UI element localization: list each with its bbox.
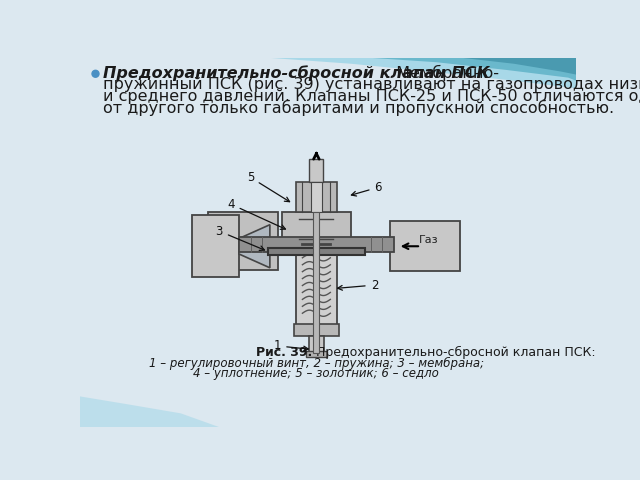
Text: 1 – регулировочный винт, 2 – пружина; 3 – мембрана;: 1 – регулировочный винт, 2 – пружина; 3 … <box>149 357 484 370</box>
Text: 6: 6 <box>351 181 382 196</box>
Text: 4 – уплотнение; 5 – золотник; 6 – седло: 4 – уплотнение; 5 – золотник; 6 – седло <box>193 367 439 380</box>
Bar <box>208 212 278 270</box>
Text: пружинный ПСК (рис. 39) устанавливают на газопроводах низкого: пружинный ПСК (рис. 39) устанавливают на… <box>103 77 640 92</box>
Bar <box>282 212 351 244</box>
Text: Газ: Газ <box>419 235 438 245</box>
Polygon shape <box>250 58 576 88</box>
Text: и среднего давлений. Клапаны ПСК-25 и ПСК-50 отличаются один: и среднего давлений. Клапаны ПСК-25 и ПС… <box>103 89 640 104</box>
Text: Рис. 39.: Рис. 39. <box>256 346 312 359</box>
Bar <box>311 182 322 212</box>
Bar <box>296 252 337 325</box>
Text: . Мембранно-: . Мембранно- <box>386 65 499 81</box>
Polygon shape <box>239 225 270 268</box>
Text: 2: 2 <box>337 278 378 292</box>
Text: 5: 5 <box>246 171 289 202</box>
Bar <box>390 221 460 271</box>
Bar <box>313 212 319 353</box>
Bar <box>309 159 323 182</box>
Bar <box>239 237 394 252</box>
Text: Предохранительно-сбросной клапан ПСК: Предохранительно-сбросной клапан ПСК <box>103 65 490 81</box>
Text: от другого только габаритами и пропускной способностью.: от другого только габаритами и пропускно… <box>103 99 614 116</box>
Text: 4: 4 <box>227 198 285 229</box>
Bar <box>296 182 337 212</box>
Bar <box>193 216 239 277</box>
Polygon shape <box>80 396 220 427</box>
Bar <box>268 248 365 255</box>
Polygon shape <box>351 58 576 81</box>
Bar <box>294 324 339 336</box>
Bar <box>305 351 327 357</box>
Text: Предохранительно-сбросной клапан ПСК:: Предохранительно-сбросной клапан ПСК: <box>312 346 596 359</box>
Text: 1: 1 <box>274 339 308 352</box>
Text: 3: 3 <box>216 225 264 251</box>
Polygon shape <box>452 58 576 74</box>
Bar <box>308 336 324 353</box>
Circle shape <box>92 70 99 77</box>
